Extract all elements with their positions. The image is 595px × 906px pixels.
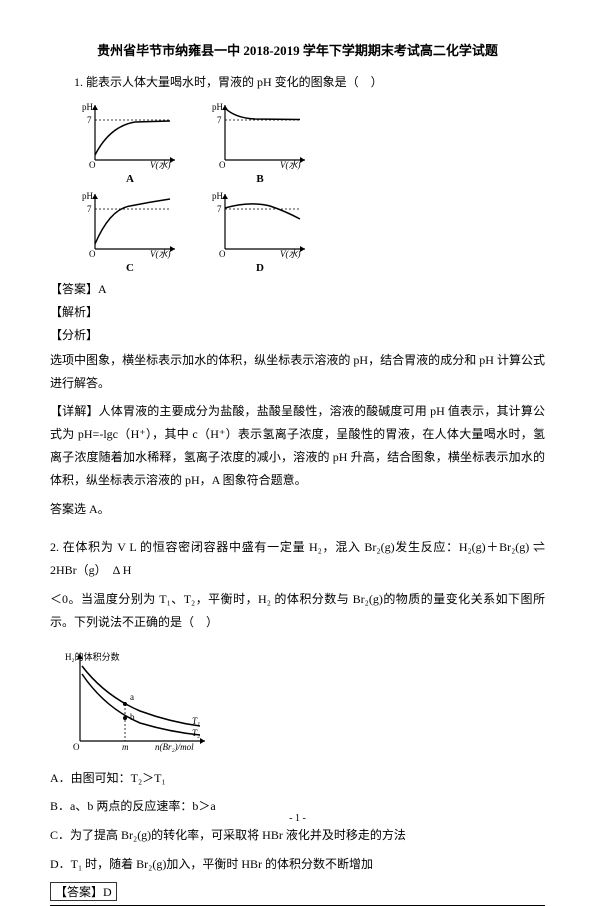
- q2-optA: A．由图可知：T₂＞T₁: [50, 767, 545, 790]
- q1-analysis-p1: 选项中图象，横坐标表示加水的体积，纵坐标表示溶液的 pH，结合胃液的成分和 pH…: [50, 349, 545, 395]
- chart-A-label: A: [80, 173, 180, 185]
- svg-text:m: m: [122, 742, 129, 752]
- q2-answer: 【答案】D: [50, 882, 117, 901]
- svg-text:7: 7: [217, 115, 222, 125]
- q2-stem-b: ＜0。当温度分别为 T₁、T₂，平衡时，H₂ 的体积分数与 Br₂(g)的物质的…: [50, 588, 545, 634]
- chart-D-label: D: [210, 262, 310, 274]
- svg-text:pH: pH: [82, 191, 94, 201]
- svg-text:7: 7: [217, 204, 222, 214]
- origin: O: [89, 160, 96, 170]
- chart-B-label: B: [210, 173, 310, 185]
- svg-text:O: O: [89, 249, 96, 259]
- chart-A: pH 7 O V(水): [80, 100, 180, 170]
- q1-answer: 【答案】A: [50, 280, 545, 297]
- svg-text:T₂: T₂: [192, 728, 200, 738]
- svg-text:V(水): V(水): [280, 160, 301, 170]
- q2-ylabel: H₂的体积分数: [65, 651, 120, 662]
- q2-stem-a: 2. 在体积为 V L 的恒容密闭容器中盛有一定量 H₂，混入 Br₂(g)发生…: [50, 536, 545, 582]
- q2-chart: H₂的体积分数 a b T₁ T₂ m O n(Br₂)/mol: [60, 646, 210, 756]
- svg-text:O: O: [219, 249, 226, 259]
- q1-sub-analysis: 【分析】: [50, 326, 545, 343]
- svg-text:V(水): V(水): [150, 249, 171, 259]
- ylabel: pH: [82, 102, 94, 112]
- q1-charts-row2: pH 7 O V(水) C pH 7 O V(水) D: [80, 189, 545, 274]
- svg-text:O: O: [219, 160, 226, 170]
- q1-charts-row1: pH 7 O V(水) A pH 7 O V(水) B: [80, 100, 545, 185]
- svg-text:n(Br₂)/mol: n(Br₂)/mol: [155, 742, 194, 752]
- svg-text:pH: pH: [212, 102, 224, 112]
- yref: 7: [87, 115, 92, 125]
- page-title: 贵州省毕节市纳雍县一中 2018-2019 学年下学期期末考试高二化学试题: [50, 40, 545, 59]
- chart-A-wrap: pH 7 O V(水) A: [80, 100, 180, 185]
- q2-answer-wrap: 【答案】D: [50, 882, 545, 901]
- svg-text:O: O: [73, 742, 80, 752]
- chart-C-label: C: [80, 262, 180, 274]
- svg-text:T₁: T₁: [192, 716, 200, 726]
- chart-D: pH 7 O V(水): [210, 189, 310, 259]
- q1-analysis-p2: 【详解】人体胃液的主要成分为盐酸，盐酸呈酸性，溶液的酸碱度可用 pH 值表示，其…: [50, 400, 545, 491]
- svg-text:V(水): V(水): [280, 249, 301, 259]
- page-number: - 1 -: [0, 813, 595, 824]
- svg-text:b: b: [130, 712, 135, 722]
- xlabel: V(水): [150, 160, 171, 170]
- q1-analysis-p3: 答案选 A。: [50, 498, 545, 521]
- svg-text:7: 7: [87, 204, 92, 214]
- q2-optC: C．为了提高 Br₂(g)的转化率，可采取将 HBr 液化并及时移走的方法: [50, 824, 545, 847]
- chart-D-wrap: pH 7 O V(水) D: [210, 189, 310, 274]
- q2-optD: D．T₁ 时，随着 Br₂(g)加入，平衡时 HBr 的体积分数不断增加: [50, 853, 545, 876]
- chart-B-wrap: pH 7 O V(水) B: [210, 100, 310, 185]
- chart-C-wrap: pH 7 O V(水) C: [80, 189, 180, 274]
- chart-C: pH 7 O V(水): [80, 189, 180, 259]
- q1-stem: 1. 能表示人体大量喝水时，胃液的 pH 变化的图象是（ ）: [50, 71, 545, 94]
- svg-text:a: a: [130, 692, 134, 702]
- svg-text:pH: pH: [212, 191, 224, 201]
- chart-B: pH 7 O V(水): [210, 100, 310, 170]
- q1-analysis-label: 【解析】: [50, 303, 545, 320]
